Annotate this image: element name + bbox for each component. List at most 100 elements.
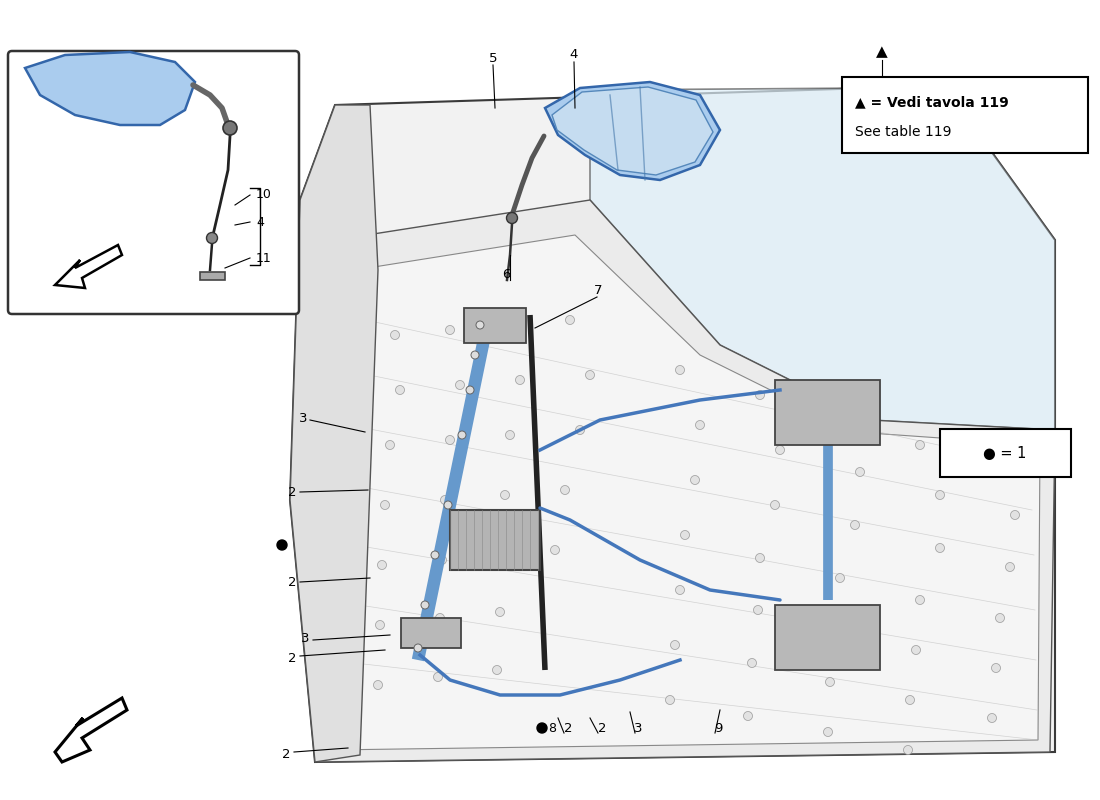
Circle shape: [912, 646, 921, 654]
Circle shape: [495, 607, 505, 617]
Circle shape: [455, 381, 464, 390]
Circle shape: [991, 663, 1001, 673]
Circle shape: [748, 658, 757, 667]
Circle shape: [836, 415, 845, 425]
Circle shape: [433, 673, 442, 682]
Circle shape: [377, 561, 386, 570]
Circle shape: [390, 330, 399, 339]
Text: 2: 2: [288, 486, 296, 498]
Circle shape: [431, 551, 439, 559]
Polygon shape: [290, 105, 378, 762]
Text: See table 119: See table 119: [855, 125, 952, 139]
Circle shape: [915, 595, 924, 605]
Circle shape: [506, 321, 515, 330]
Circle shape: [493, 666, 502, 674]
Text: 2: 2: [563, 722, 572, 734]
Circle shape: [565, 315, 574, 325]
Circle shape: [834, 626, 843, 634]
Polygon shape: [295, 200, 1055, 762]
Circle shape: [915, 441, 924, 450]
Text: 10: 10: [256, 189, 272, 202]
Polygon shape: [55, 245, 122, 288]
Circle shape: [396, 386, 405, 394]
Circle shape: [385, 441, 395, 450]
Circle shape: [497, 550, 506, 559]
Text: 4: 4: [256, 215, 264, 229]
Circle shape: [996, 461, 1004, 470]
Circle shape: [754, 606, 762, 614]
Circle shape: [666, 695, 674, 705]
Circle shape: [695, 421, 704, 430]
FancyBboxPatch shape: [776, 605, 880, 670]
Text: 5: 5: [488, 51, 497, 65]
Text: a passion since 1985: a passion since 1985: [402, 456, 708, 484]
FancyBboxPatch shape: [776, 380, 880, 445]
Circle shape: [905, 695, 914, 705]
Circle shape: [1005, 562, 1014, 571]
Circle shape: [440, 495, 450, 505]
Polygon shape: [552, 87, 713, 175]
FancyBboxPatch shape: [940, 429, 1071, 477]
Circle shape: [856, 467, 865, 477]
Text: 9: 9: [714, 722, 723, 734]
Circle shape: [421, 601, 429, 609]
Circle shape: [476, 321, 484, 329]
Circle shape: [903, 746, 913, 754]
Circle shape: [500, 490, 509, 499]
Text: eurobàres: eurobàres: [299, 354, 840, 446]
Circle shape: [575, 426, 584, 434]
Circle shape: [223, 121, 236, 135]
Polygon shape: [200, 272, 225, 280]
Circle shape: [438, 555, 447, 565]
Text: 7: 7: [594, 283, 603, 297]
Text: 2: 2: [597, 722, 606, 734]
FancyBboxPatch shape: [402, 618, 461, 648]
FancyBboxPatch shape: [842, 77, 1088, 153]
Circle shape: [374, 681, 383, 690]
Circle shape: [381, 501, 389, 510]
Text: ▲: ▲: [876, 45, 888, 59]
Circle shape: [675, 586, 684, 594]
Text: 2: 2: [288, 651, 296, 665]
Circle shape: [850, 521, 859, 530]
Circle shape: [585, 370, 594, 379]
FancyBboxPatch shape: [8, 51, 299, 314]
Circle shape: [446, 326, 454, 334]
Circle shape: [506, 213, 517, 223]
Circle shape: [446, 435, 454, 445]
Circle shape: [436, 614, 444, 622]
Polygon shape: [55, 698, 126, 762]
Circle shape: [935, 543, 945, 553]
Circle shape: [506, 430, 515, 439]
Circle shape: [277, 540, 287, 550]
Circle shape: [756, 390, 764, 399]
Text: 3: 3: [299, 411, 307, 425]
Circle shape: [375, 621, 385, 630]
Polygon shape: [310, 235, 1040, 750]
Circle shape: [776, 446, 784, 454]
Text: 2: 2: [288, 575, 296, 589]
Circle shape: [744, 711, 752, 721]
Circle shape: [458, 431, 466, 439]
Polygon shape: [25, 52, 195, 125]
Text: 8: 8: [548, 722, 556, 734]
Circle shape: [516, 375, 525, 385]
Circle shape: [414, 644, 422, 652]
Circle shape: [675, 366, 684, 374]
Circle shape: [550, 546, 560, 554]
Circle shape: [756, 554, 764, 562]
Text: 6: 6: [502, 269, 510, 282]
Circle shape: [935, 490, 945, 499]
Text: 3: 3: [300, 631, 309, 645]
Polygon shape: [290, 88, 1055, 762]
Circle shape: [537, 723, 547, 733]
Circle shape: [681, 530, 690, 539]
Circle shape: [561, 486, 570, 494]
Circle shape: [207, 233, 218, 243]
Text: 4: 4: [570, 49, 579, 62]
Circle shape: [825, 678, 835, 686]
Circle shape: [988, 714, 997, 722]
Circle shape: [691, 475, 700, 485]
Circle shape: [471, 351, 478, 359]
Polygon shape: [544, 82, 720, 180]
